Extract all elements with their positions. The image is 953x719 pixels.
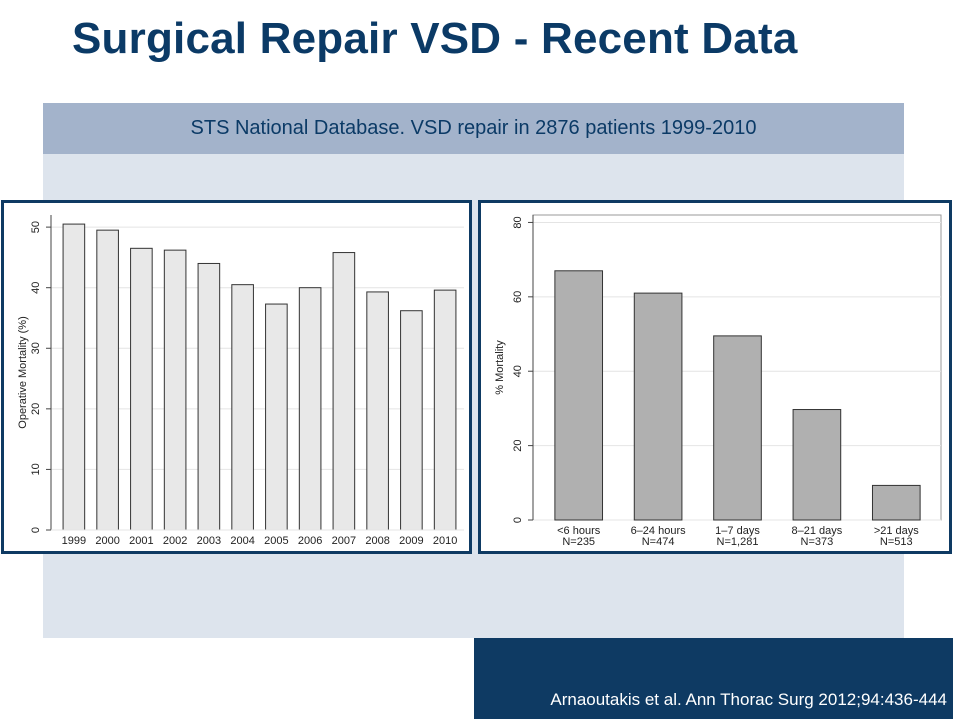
bar bbox=[96, 229, 119, 531]
bar bbox=[366, 291, 389, 531]
x-tick-sample-size: N=474 bbox=[642, 536, 675, 548]
y-tick-label: 40 bbox=[30, 282, 42, 294]
mortality-by-year-svg: 0 10 20 30 40 50 Operative Mortality (%) 1999 20… bbox=[17, 215, 464, 547]
y-axis-label: % Mortality bbox=[494, 340, 506, 395]
y-tick-label: 20 bbox=[30, 403, 42, 415]
bar bbox=[231, 284, 254, 531]
x-tick-label: 2007 bbox=[332, 535, 356, 547]
bar bbox=[400, 310, 423, 531]
bar bbox=[62, 223, 86, 531]
bar bbox=[130, 247, 153, 531]
bar bbox=[197, 262, 221, 531]
bar bbox=[265, 303, 288, 531]
x-tick-label: 1–7 days bbox=[715, 525, 760, 537]
x-tick-label: >21 days bbox=[874, 525, 919, 537]
bar bbox=[298, 287, 322, 531]
citation-band: Arnaoutakis et al. Ann Thorac Surg 2012;… bbox=[474, 638, 953, 719]
y-tick-label: 10 bbox=[30, 463, 42, 475]
x-tick-label: 2006 bbox=[298, 535, 322, 547]
y-tick-label: 40 bbox=[512, 365, 524, 377]
y-tick-label: 60 bbox=[512, 291, 524, 303]
bar bbox=[713, 335, 762, 521]
y-tick-label: 80 bbox=[512, 216, 524, 228]
bar bbox=[332, 252, 356, 531]
x-tick-label: 2005 bbox=[264, 535, 288, 547]
bar bbox=[792, 409, 842, 521]
x-tick-label: 1999 bbox=[62, 535, 86, 547]
x-tick-label: 2004 bbox=[230, 535, 254, 547]
slide-title: Surgical Repair VSD - Recent Data bbox=[72, 14, 798, 63]
mortality-by-timing-chart: 0 20 40 60 80 % Mortality <6 hours N=235 6–24 ho… bbox=[478, 200, 952, 554]
x-tick-label: 2003 bbox=[197, 535, 221, 547]
x-tick-sample-size: N=1,281 bbox=[717, 536, 759, 548]
x-tick-sample-size: N=373 bbox=[801, 536, 834, 548]
x-tick-label: 2002 bbox=[163, 535, 187, 547]
x-tick-label: 8–21 days bbox=[792, 525, 843, 537]
subtitle-band: STS National Database. VSD repair in 287… bbox=[43, 103, 904, 154]
x-tick-label: 2000 bbox=[95, 535, 119, 547]
x-tick-sample-size: N=235 bbox=[562, 536, 595, 548]
y-tick-label: 0 bbox=[512, 517, 524, 523]
mortality-by-year-chart: 0 10 20 30 40 50 Operative Mortality (%) 1999 20… bbox=[1, 200, 472, 554]
x-tick-label: <6 hours bbox=[557, 525, 601, 537]
y-axis-label: Operative Mortality (%) bbox=[17, 316, 29, 428]
y-tick-label: 30 bbox=[30, 342, 42, 354]
x-tick-label: 2001 bbox=[129, 535, 153, 547]
y-tick-label: 50 bbox=[30, 221, 42, 233]
bar bbox=[633, 292, 683, 521]
citation: Arnaoutakis et al. Ann Thorac Surg 2012;… bbox=[550, 690, 947, 709]
bar bbox=[871, 484, 921, 521]
bar bbox=[163, 249, 187, 531]
bar bbox=[554, 270, 604, 521]
y-tick-label: 20 bbox=[512, 439, 524, 451]
x-tick-label: 2009 bbox=[399, 535, 423, 547]
x-tick-sample-size: N=513 bbox=[880, 536, 913, 548]
x-tick-label: 2010 bbox=[433, 535, 457, 547]
subtitle: STS National Database. VSD repair in 287… bbox=[190, 117, 757, 139]
y-tick-label: 0 bbox=[30, 527, 42, 533]
bar bbox=[433, 289, 457, 531]
x-tick-label: 2008 bbox=[365, 535, 389, 547]
x-tick-label: 6–24 hours bbox=[631, 525, 687, 537]
